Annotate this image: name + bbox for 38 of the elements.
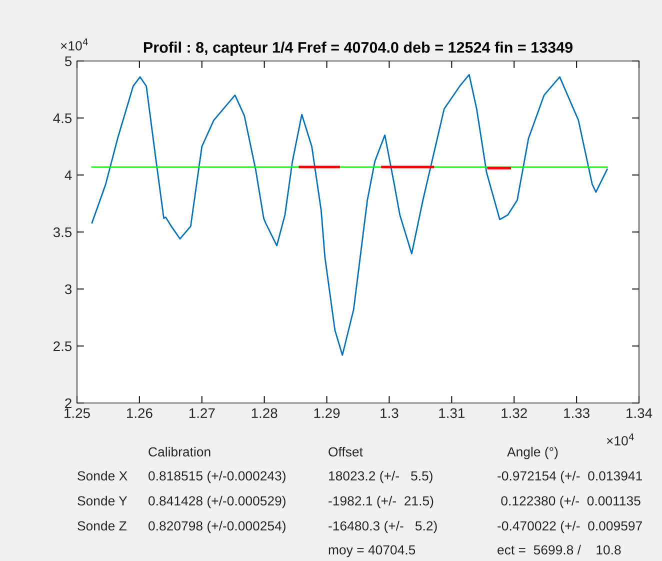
text: 0.841428 (+/-0.000529) (148, 496, 286, 508)
y-tick-label: 3.5 (53, 227, 72, 238)
text: ×10$^{4}$ (606, 434, 634, 446)
text: ×10$^{4}$ (60, 38, 88, 50)
x-tick-label: 1.29 (314, 408, 340, 418)
x-tick-label: 1.32 (502, 408, 527, 418)
text: 0.818515 (+/-0.000243) (148, 470, 286, 484)
text: -0.972154 (+/- 0.013941 (498, 470, 642, 484)
text: -16480.3 (+/- 5.2) (328, 520, 437, 534)
text: moy = 40704.5 (328, 545, 416, 558)
x-tick-label: 1.26 (126, 408, 152, 418)
y-tick-label: 4 (64, 170, 72, 180)
x-tick-label: 1.25 (64, 408, 90, 418)
x-tick-label: 1.3 (380, 408, 398, 418)
text: -1982.1 (+/- 21.5) (328, 496, 434, 508)
text: Sonde Z (78, 520, 126, 531)
text: Sonde Y (78, 496, 128, 506)
line-series (91, 74, 608, 356)
y-tick-label: 4.5 (53, 113, 72, 124)
text: Sonde X (78, 470, 128, 481)
text: ect = 5699.8 / 10.8 (498, 544, 621, 555)
x-tick-label: 1.27 (189, 408, 215, 418)
text: 18023.2 (+/- 5.5) (329, 470, 432, 484)
text: Angle (°) (507, 446, 558, 460)
text: 0.122380 (+/- 0.001135 (501, 496, 640, 508)
y-tick-label: 2.5 (54, 341, 72, 352)
x-tick-label: 1.34 (626, 408, 652, 418)
y-tick-label: 5 (64, 56, 72, 66)
y-tick-label: 2 (65, 398, 72, 408)
x-tick-label: 1.31 (439, 408, 465, 418)
text: -0.470022 (+/- 0.009597 (498, 520, 642, 534)
x-tick-label: 1.28 (252, 408, 278, 418)
text: Offset (328, 446, 363, 457)
text: Calibration (148, 446, 210, 457)
text: 0.820798 (+/-0.000254) (148, 520, 286, 534)
y-tick-label: 3 (64, 284, 72, 294)
x-tick-label: 1.33 (564, 408, 590, 418)
chart-title: Profil : 8, capteur 1/4 Fref = 40704.0 deb = 12524 fin = 13349 (144, 42, 573, 56)
